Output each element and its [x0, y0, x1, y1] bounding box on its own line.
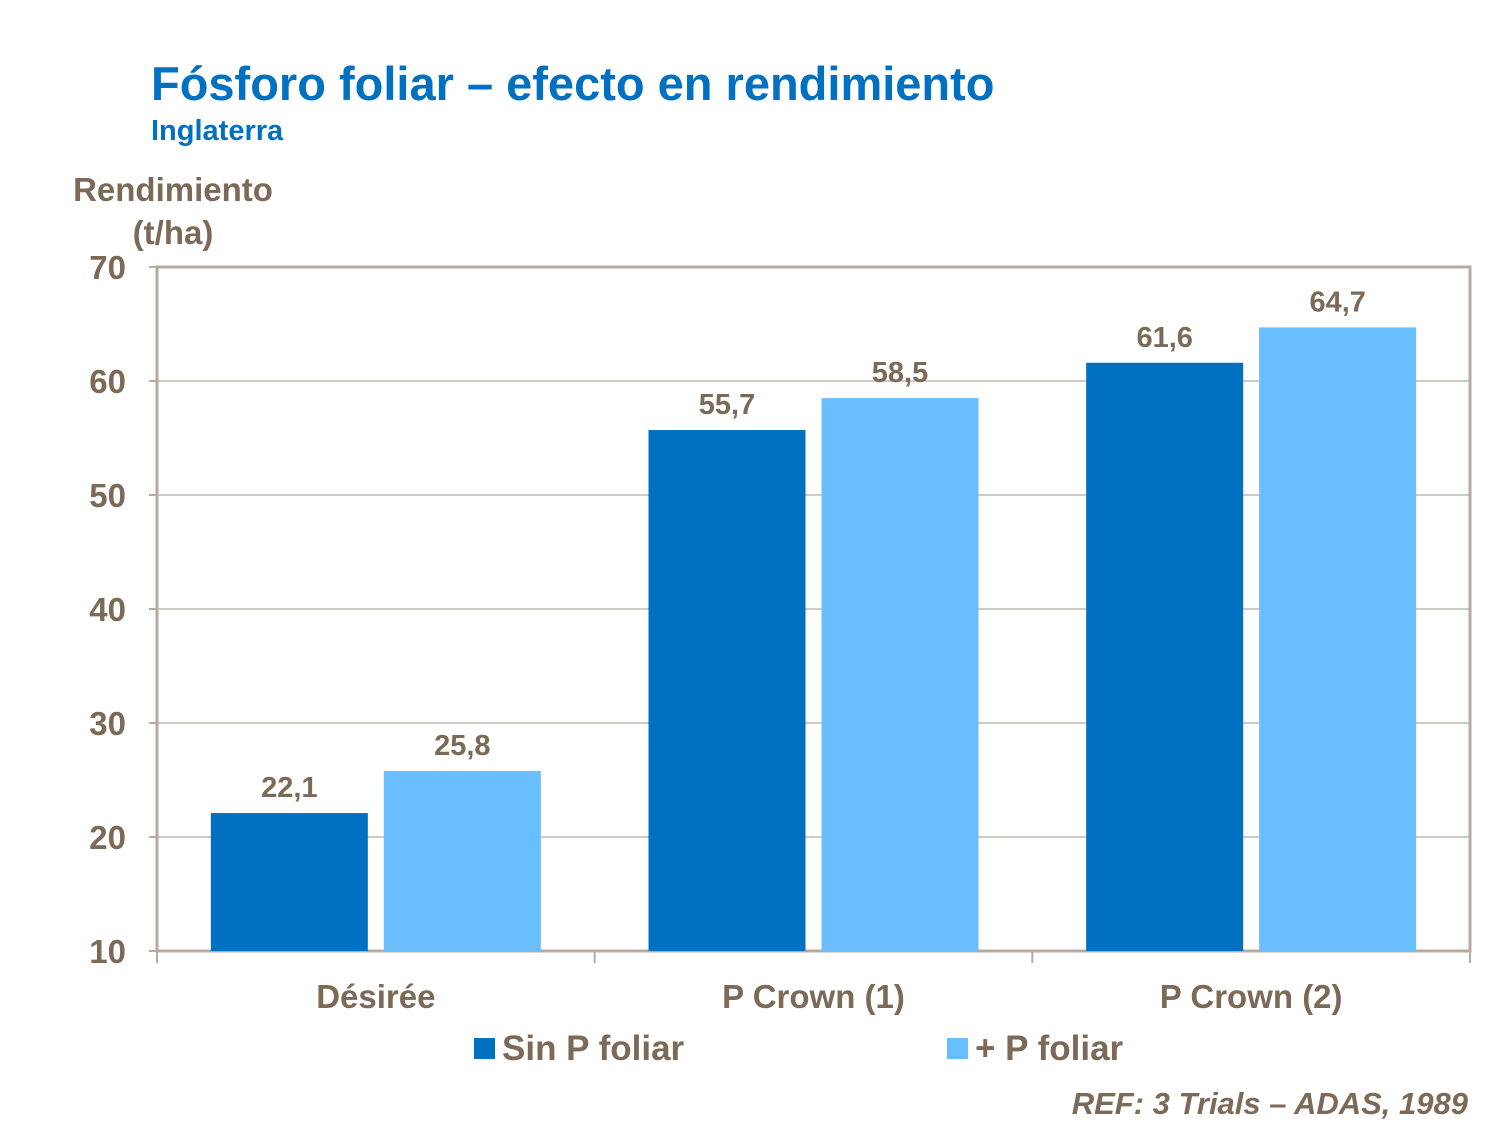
bar-con-p-foliar: [821, 398, 979, 952]
data-label: 22,1: [261, 772, 317, 804]
plot-area-border: [155, 265, 1472, 953]
y-tick-label: 50: [89, 477, 126, 514]
y-tick-label: 10: [89, 933, 126, 970]
y-axis-label-line-1: Rendimiento: [73, 171, 273, 208]
bar-con-p-foliar: [1259, 327, 1417, 951]
x-tick-label: Désirée: [316, 978, 435, 1015]
y-axis-label-line-2: (t/ha): [132, 214, 214, 251]
data-label: 55,7: [699, 389, 755, 421]
legend-swatch: [474, 1038, 495, 1059]
data-label: 58,5: [872, 357, 928, 389]
y-tick-label: 40: [89, 591, 126, 628]
bar-con-p-foliar: [383, 770, 541, 951]
y-axis-label: Rendimiento (t/ha): [58, 168, 288, 254]
bar-sin-p-foliar: [210, 813, 368, 951]
legend-label: + P foliar: [975, 1029, 1124, 1068]
y-tick-label: 30: [89, 705, 126, 742]
chart-title: Fósforo foliar – efecto en rendimiento: [151, 57, 995, 110]
legend-label: Sin P foliar: [502, 1029, 685, 1068]
x-tick-label: P Crown (1): [722, 978, 905, 1015]
y-tick-label: 70: [89, 249, 126, 286]
y-tick-label: 60: [89, 363, 126, 400]
data-label: 61,6: [1136, 322, 1192, 354]
data-label: 64,7: [1309, 286, 1365, 318]
bar-sin-p-foliar: [648, 430, 806, 951]
chart-subtitle: Inglaterra: [151, 115, 284, 147]
y-tick-label: 20: [89, 819, 126, 856]
bar-sin-p-foliar: [1086, 362, 1244, 951]
reference-note: REF: 3 Trials – ADAS, 1989: [1071, 1086, 1468, 1121]
x-tick-label: P Crown (2): [1160, 978, 1343, 1015]
data-label: 25,8: [434, 730, 490, 762]
legend-swatch: [947, 1038, 968, 1059]
